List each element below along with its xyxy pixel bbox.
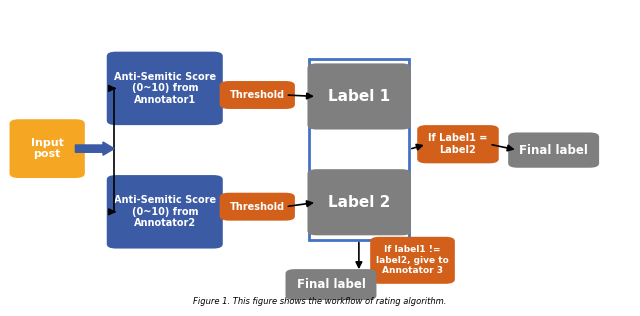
FancyBboxPatch shape [220,193,295,221]
Text: Threshold: Threshold [230,202,285,212]
Text: Figure 1. This figure shows the workflow of rating algorithm.: Figure 1. This figure shows the workflow… [193,297,447,306]
FancyBboxPatch shape [307,169,411,235]
Text: Final label: Final label [296,278,365,291]
Text: Threshold: Threshold [230,90,285,100]
FancyBboxPatch shape [307,64,411,130]
Text: Final label: Final label [519,143,588,157]
Text: Label 1: Label 1 [328,89,390,104]
Text: Anti-Semitic Score
(0~10) from
Annotator2: Anti-Semitic Score (0~10) from Annotator… [114,195,216,228]
Text: Input
post: Input post [31,138,63,160]
FancyBboxPatch shape [107,175,223,249]
FancyBboxPatch shape [508,132,599,168]
Text: Anti-Semitic Score
(0~10) from
Annotator1: Anti-Semitic Score (0~10) from Annotator… [114,72,216,105]
FancyBboxPatch shape [285,269,376,300]
Text: If label1 !=
label2, give to
Annotator 3: If label1 != label2, give to Annotator 3 [376,246,449,275]
FancyBboxPatch shape [417,125,499,163]
FancyBboxPatch shape [10,119,85,178]
FancyBboxPatch shape [308,59,409,240]
FancyBboxPatch shape [370,237,455,284]
FancyBboxPatch shape [107,52,223,125]
FancyBboxPatch shape [220,81,295,109]
Text: If Label1 =
Label2: If Label1 = Label2 [428,133,488,155]
FancyArrow shape [76,142,115,155]
Text: Label 2: Label 2 [328,195,390,210]
